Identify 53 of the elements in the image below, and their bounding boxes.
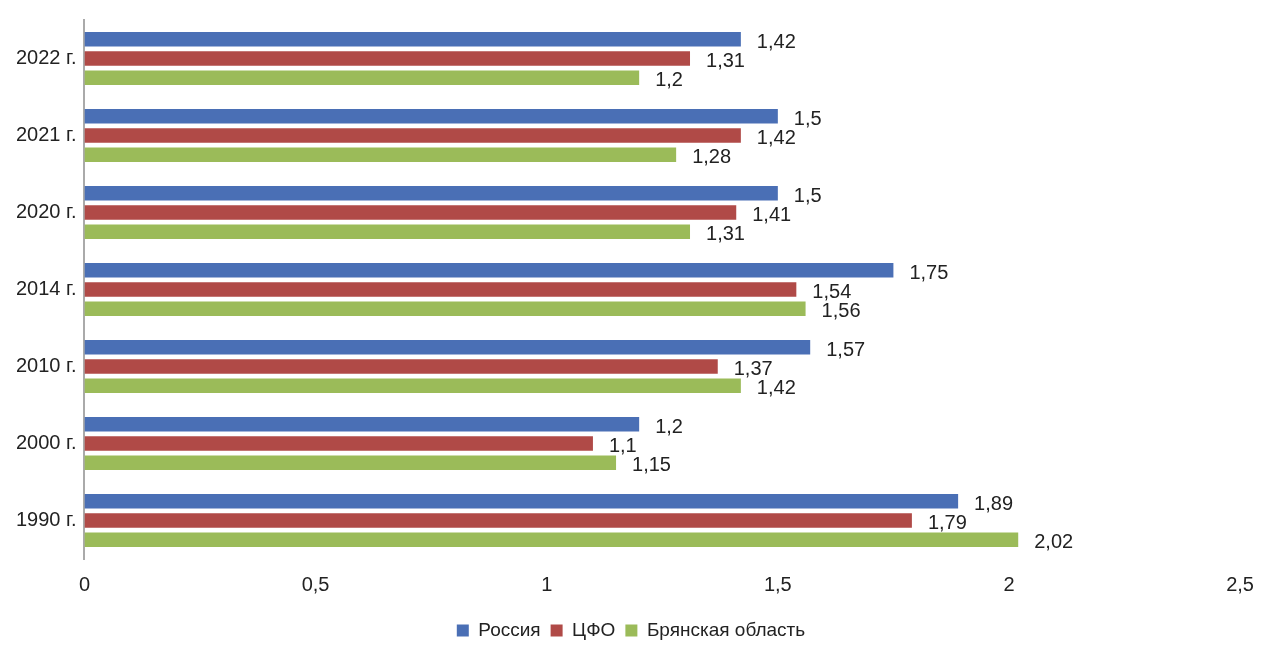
- data-label: 1,31: [706, 49, 745, 72]
- bar: [84, 147, 677, 162]
- x-tick-label: 1,5: [763, 572, 792, 595]
- y-tick-label: 2010 г.: [15, 354, 77, 377]
- x-tick-label: 2: [1003, 572, 1015, 595]
- data-label: 1,75: [909, 260, 949, 283]
- bar: [84, 282, 797, 297]
- x-tick-label: 0,5: [301, 572, 330, 595]
- x-tick-label: 1: [541, 572, 553, 595]
- bar: [84, 128, 741, 143]
- bar: [84, 417, 640, 432]
- y-tick-label: 2022 г.: [15, 46, 77, 69]
- y-tick-label: 2000 г.: [15, 431, 77, 454]
- bar: [84, 32, 741, 47]
- legend-label: Россия: [478, 618, 541, 640]
- bar: [84, 340, 811, 355]
- bar: [84, 455, 617, 470]
- data-label: 1,89: [974, 491, 1014, 514]
- bar: [84, 494, 959, 509]
- data-label: 1,42: [756, 126, 796, 149]
- data-label: 1,54: [812, 280, 852, 303]
- data-label: 1,28: [692, 145, 732, 168]
- bar: [84, 51, 691, 66]
- y-tick-label: 2020 г.: [15, 200, 77, 223]
- bar: [84, 436, 593, 451]
- y-tick-label: 2021 г.: [15, 123, 77, 146]
- legend-label: ЦФО: [572, 618, 616, 640]
- data-label: 1,79: [927, 511, 967, 534]
- x-tick-label: 2,5: [1226, 572, 1254, 595]
- data-label: 1,5: [793, 183, 822, 206]
- bar: [84, 263, 894, 278]
- data-label: 1,31: [706, 222, 745, 245]
- data-label: 1,42: [756, 29, 796, 52]
- bar: [84, 301, 806, 316]
- y-tick-label: 2014 г.: [15, 277, 77, 300]
- bar: [84, 186, 778, 201]
- bar: [84, 70, 640, 85]
- bar: [84, 378, 741, 393]
- legend-label: Брянская область: [646, 618, 806, 640]
- data-label: 1,2: [655, 414, 683, 437]
- bar: [84, 513, 912, 528]
- bar: [84, 224, 691, 239]
- data-label: 1,2: [655, 68, 683, 91]
- data-label: 1,57: [826, 337, 866, 360]
- bar: [84, 205, 737, 220]
- bar: [84, 532, 1019, 547]
- data-label: 1,41: [752, 203, 792, 226]
- bar: [84, 109, 778, 124]
- x-tick-label: 0: [78, 572, 91, 595]
- y-tick-label: 1990 г.: [15, 508, 77, 531]
- data-label: 1,5: [793, 106, 822, 129]
- bar: [84, 359, 718, 374]
- data-label: 2,02: [1034, 530, 1074, 553]
